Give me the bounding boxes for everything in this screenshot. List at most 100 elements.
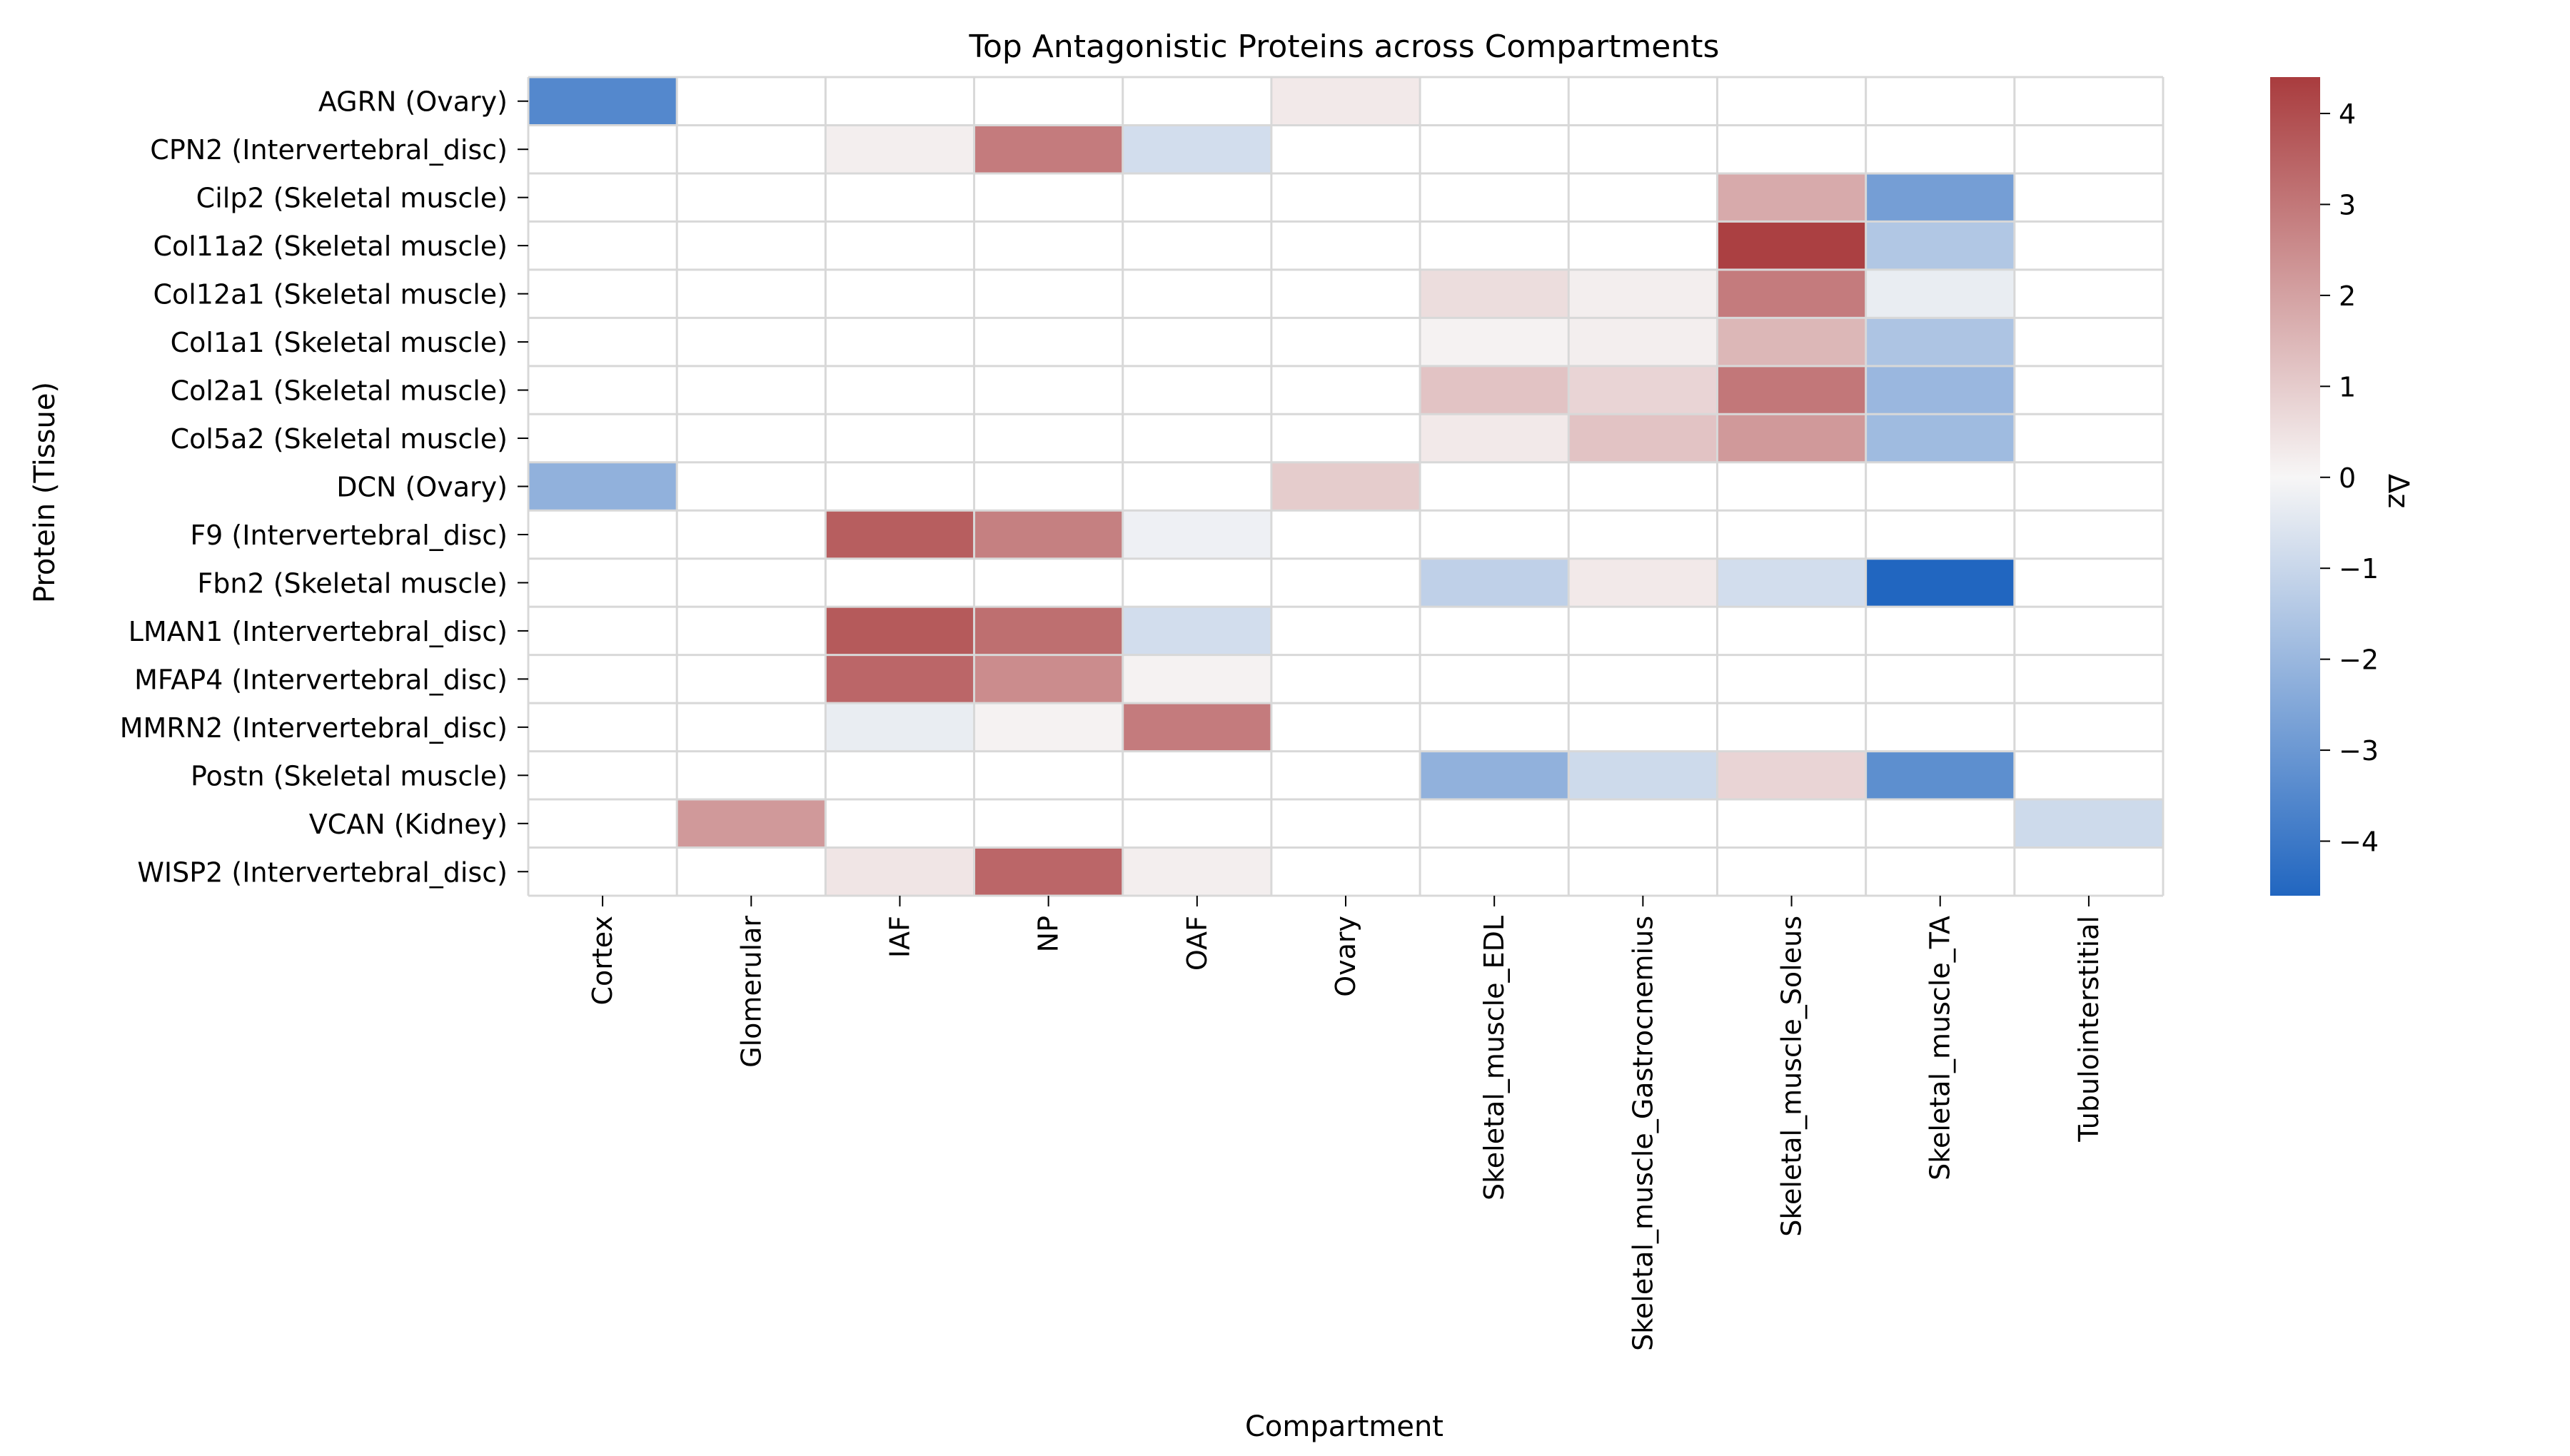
heatmap-cell <box>1122 703 1271 752</box>
heatmap-cell <box>974 847 1123 896</box>
heatmap-cell <box>825 607 974 655</box>
colorbar-gradient <box>2270 77 2320 896</box>
heatmap-cell <box>1865 173 2015 222</box>
x-axis-label: Compartment <box>1245 1410 1443 1443</box>
heatmap-cell <box>1420 365 1569 415</box>
heatmap-grid <box>527 76 2165 897</box>
heatmap-cell <box>974 510 1123 559</box>
heatmap-cell <box>1865 365 2015 415</box>
heatmap-cell <box>1865 558 2015 607</box>
x-tick-label: Skeletal_muscle_Gastrocnemius <box>1627 916 1658 1351</box>
y-tick-label: Col1a1 (Skeletal muscle) <box>171 327 508 358</box>
x-tick-label: Tubulointerstitial <box>2073 916 2105 1143</box>
y-tick-label: Fbn2 (Skeletal muscle) <box>197 567 508 599</box>
colorbar-tick-label: 1 <box>2339 371 2356 403</box>
heatmap-cell <box>825 703 974 752</box>
heatmap-cell <box>1717 558 1866 607</box>
heatmap-cell <box>974 703 1123 752</box>
heatmap-cell <box>974 607 1123 655</box>
y-tick-label: WISP2 (Intervertebral_disc) <box>137 856 508 888</box>
heatmap-cell <box>1568 365 1718 415</box>
heatmap-cell <box>2014 799 2163 848</box>
y-axis-label: Protein (Tissue) <box>29 382 61 603</box>
x-tick-label: OAF <box>1181 916 1213 971</box>
colorbar-label: Δz <box>2382 474 2414 508</box>
heatmap-cell <box>1420 558 1569 607</box>
y-tick-label: AGRN (Ovary) <box>318 86 508 118</box>
colorbar-tick-label: −4 <box>2339 826 2379 858</box>
heatmap-cell <box>1420 751 1569 800</box>
y-tick-label: Col11a2 (Skeletal muscle) <box>153 231 508 262</box>
heatmap-cell <box>528 77 677 126</box>
y-tick-label: VCAN (Kidney) <box>309 809 508 840</box>
heatmap-cell <box>825 125 974 173</box>
x-tick-label: NP <box>1033 916 1064 952</box>
x-tick-label: Cortex <box>587 916 618 1006</box>
colorbar: 4 3 2 1 0 −1 −2 −3 −4 Δz <box>2270 77 2414 896</box>
y-tick-label: Col2a1 (Skeletal muscle) <box>171 375 508 407</box>
x-tick-label: Skeletal_muscle_TA <box>1925 916 1956 1181</box>
heatmap-cell <box>1717 365 1866 415</box>
y-tick-label: MMRN2 (Intervertebral_disc) <box>120 712 508 744</box>
heatmap-cell <box>974 125 1123 173</box>
heatmap-cell <box>825 510 974 559</box>
x-tick-label: IAF <box>884 916 915 958</box>
x-tick-label: Skeletal_muscle_Soleus <box>1776 916 1808 1237</box>
heatmap-cell <box>1568 318 1718 366</box>
y-tick-label: Col12a1 (Skeletal muscle) <box>153 279 508 310</box>
heatmap-cell <box>1122 654 1271 704</box>
colorbar-tick-label: 3 <box>2339 189 2356 221</box>
y-tick-label: MFAP4 (Intervertebral_disc) <box>134 664 508 695</box>
heatmap-cell <box>974 654 1123 704</box>
y-tick-label: F9 (Intervertebral_disc) <box>190 520 508 551</box>
heatmap-cell <box>1865 414 2015 462</box>
heatmap-cell <box>1420 414 1569 462</box>
heatmap-cell <box>1865 221 2015 270</box>
heatmap-cell <box>528 462 677 511</box>
heatmap-cell <box>1420 318 1569 366</box>
y-tick-label: Cilp2 (Skeletal muscle) <box>196 183 508 214</box>
heatmap-cell <box>825 654 974 704</box>
colorbar-tick-label: −3 <box>2339 735 2379 767</box>
x-tick-label: Ovary <box>1330 916 1361 997</box>
heatmap-cell <box>1568 558 1718 607</box>
colorbar-tick-label: −1 <box>2339 553 2379 585</box>
x-tick-label: Glomerular <box>735 916 767 1068</box>
heatmap-cell <box>1865 318 2015 366</box>
colorbar-tick-label: 0 <box>2339 462 2356 494</box>
heatmap-cell <box>1420 269 1569 318</box>
heatmap-cell <box>1568 414 1718 462</box>
heatmap-cell <box>1568 269 1718 318</box>
heatmap-cell <box>825 847 974 896</box>
y-axis-ticks: AGRN (Ovary) CPN2 (Intervertebral_disc) Ci… <box>120 86 528 888</box>
y-tick-label: LMAN1 (Intervertebral_disc) <box>128 616 508 647</box>
colorbar-tick-label: 4 <box>2339 98 2356 130</box>
y-tick-label: Col5a2 (Skeletal muscle) <box>171 423 508 455</box>
heatmap-cell <box>1865 269 2015 318</box>
heatmap-cell <box>1271 462 1421 511</box>
heatmap-cell <box>1122 125 1271 173</box>
heatmap-cell <box>1122 607 1271 655</box>
y-tick-label: CPN2 (Intervertebral_disc) <box>150 134 508 166</box>
heatmap-cell <box>1568 751 1718 800</box>
heatmap-cell <box>1122 847 1271 896</box>
heatmap-cells <box>528 77 2163 896</box>
colorbar-ticks: 4 3 2 1 0 −1 −2 −3 −4 <box>2320 98 2379 858</box>
heatmap-cell <box>1122 510 1271 559</box>
heatmap-cell <box>1271 77 1421 126</box>
y-tick-label: Postn (Skeletal muscle) <box>191 760 508 792</box>
x-tick-label: Skeletal_muscle_EDL <box>1478 916 1510 1200</box>
heatmap-cell <box>677 799 826 848</box>
x-axis-ticks: Cortex Glomerular IAF NP OAF Ovary Skeletal_mu… <box>587 896 2105 1351</box>
heatmap-cell <box>1717 318 1866 366</box>
colorbar-tick-label: 2 <box>2339 280 2356 312</box>
heatmap-cell <box>1865 751 2015 800</box>
chart-title: Top Antagonistic Proteins across Compart… <box>969 29 1720 65</box>
heatmap-cell <box>1717 751 1866 800</box>
heatmap-cell <box>1717 414 1866 462</box>
heatmap-cell <box>1717 221 1866 270</box>
colorbar-tick-label: −2 <box>2339 644 2379 676</box>
y-tick-label: DCN (Ovary) <box>336 472 508 503</box>
heatmap-cell <box>1717 269 1866 318</box>
